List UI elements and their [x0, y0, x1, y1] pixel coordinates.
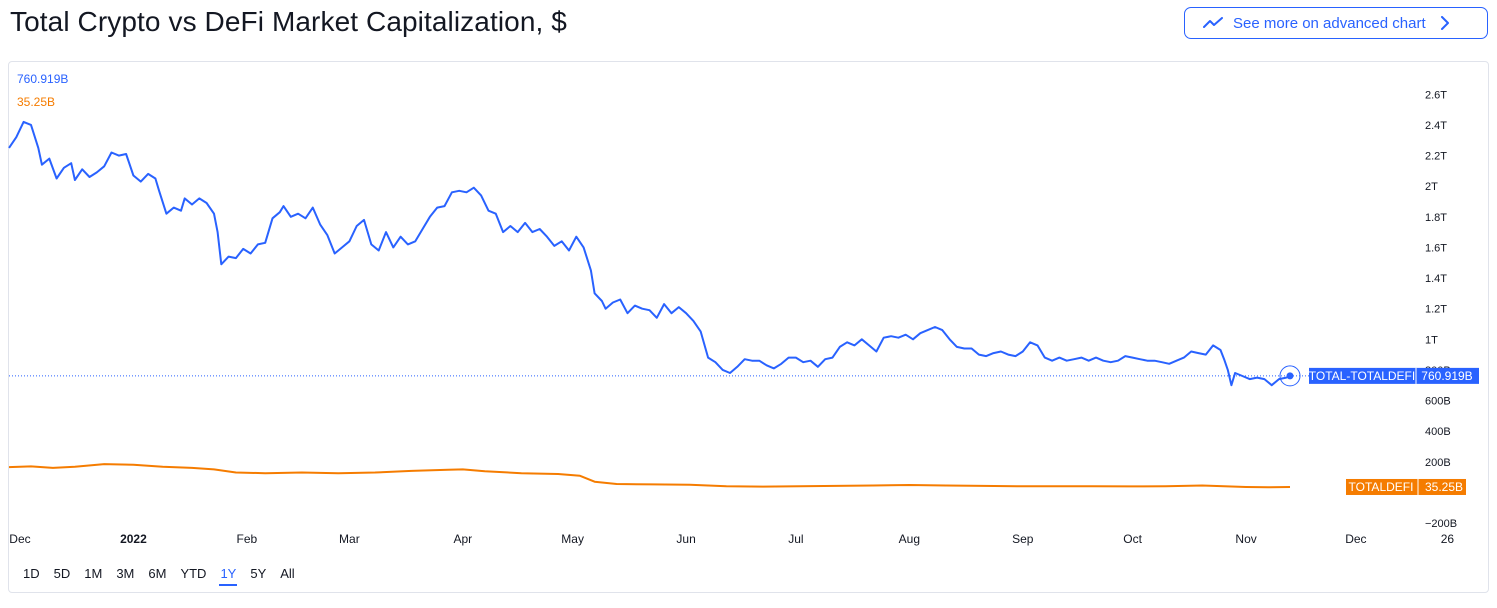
x-tick-label: Aug — [899, 532, 920, 546]
series-line-totaldefi — [8, 463, 1291, 489]
x-tick-label: May — [561, 532, 584, 546]
x-tick-label: Mar — [339, 532, 360, 546]
price-tag-defi: TOTALDEFI 35.25B — [1346, 478, 1466, 495]
chevron-right-icon — [1440, 16, 1450, 30]
range-button-1d[interactable]: 1D — [23, 566, 40, 581]
y-tick-label: 1.4T — [1425, 273, 1447, 285]
advanced-chart-label: See more on advanced chart — [1233, 14, 1426, 32]
y-tick-label: 600B — [1425, 396, 1451, 408]
y-axis: −200B200B400B600B800B1T1.2T1.4T1.6T1.8T2… — [1425, 89, 1457, 530]
x-tick-label: Dec — [1345, 532, 1366, 546]
y-tick-label: 2.6T — [1425, 89, 1447, 101]
x-tick-label: Feb — [237, 532, 258, 546]
x-tick-label: 2022 — [120, 532, 147, 546]
price-tag-total-name: TOTAL-TOTALDEFI — [1309, 369, 1415, 383]
y-tick-label: 2.2T — [1425, 151, 1447, 163]
price-tag-defi-value: 35.25B — [1425, 480, 1463, 494]
crosshair-dot-marker — [1286, 372, 1294, 380]
price-tag-defi-name: TOTALDEFI — [1349, 480, 1414, 494]
trend-line-icon — [1203, 17, 1223, 29]
y-tick-label: −200B — [1425, 518, 1457, 530]
price-tag-total: TOTAL-TOTALDEFI 760.919B — [1309, 367, 1479, 384]
y-tick-label: 2T — [1425, 181, 1438, 193]
range-button-5d[interactable]: 5D — [53, 566, 71, 581]
x-tick-label: 26 — [1441, 532, 1455, 546]
x-tick-label: Sep — [1012, 532, 1034, 546]
y-tick-label: 200B — [1425, 457, 1451, 469]
x-tick-label: Dec — [9, 532, 30, 546]
legend-defi-value: 35.25B — [17, 95, 55, 109]
page-title: Total Crypto vs DeFi Market Capitalizati… — [10, 6, 567, 37]
range-button-5y[interactable]: 5Y — [250, 566, 267, 581]
range-selector: 1D 5D 1M 3M 6M YTD 1Y 5Y All — [18, 565, 304, 586]
price-tag-total-value: 760.919B — [1421, 369, 1472, 383]
x-tick-label: Nov — [1235, 532, 1256, 546]
y-tick-label: 1T — [1425, 334, 1438, 346]
chart-panel[interactable] — [8, 61, 1489, 593]
y-tick-label: 400B — [1425, 426, 1451, 438]
range-button-ytd[interactable]: YTD — [180, 566, 207, 581]
range-button-6m[interactable]: 6M — [148, 566, 167, 581]
series-line-total-minus-defi — [8, 120, 1291, 387]
x-axis: Dec 2022 Feb Mar Apr May Jun Jul Aug Sep Oct Nov Dec… — [9, 532, 1454, 546]
x-tick-label: Oct — [1123, 532, 1142, 546]
legend-total-value: 760.919B — [17, 72, 68, 86]
y-tick-label: 2.4T — [1425, 120, 1447, 132]
range-button-1m[interactable]: 1M — [84, 566, 103, 581]
x-tick-label: Apr — [453, 532, 472, 546]
crosshair-ring-marker[interactable] — [1279, 365, 1301, 387]
advanced-chart-button[interactable]: See more on advanced chart — [1184, 7, 1488, 39]
y-tick-label: 1.2T — [1425, 304, 1447, 316]
range-button-3m[interactable]: 3M — [116, 566, 135, 581]
x-tick-label: Jun — [676, 532, 695, 546]
range-button-1y[interactable]: 1Y — [215, 565, 241, 586]
y-tick-label: 1.8T — [1425, 212, 1447, 224]
y-tick-label: 1.6T — [1425, 242, 1447, 254]
x-tick-label: Jul — [788, 532, 803, 546]
range-button-all[interactable]: All — [280, 566, 295, 581]
